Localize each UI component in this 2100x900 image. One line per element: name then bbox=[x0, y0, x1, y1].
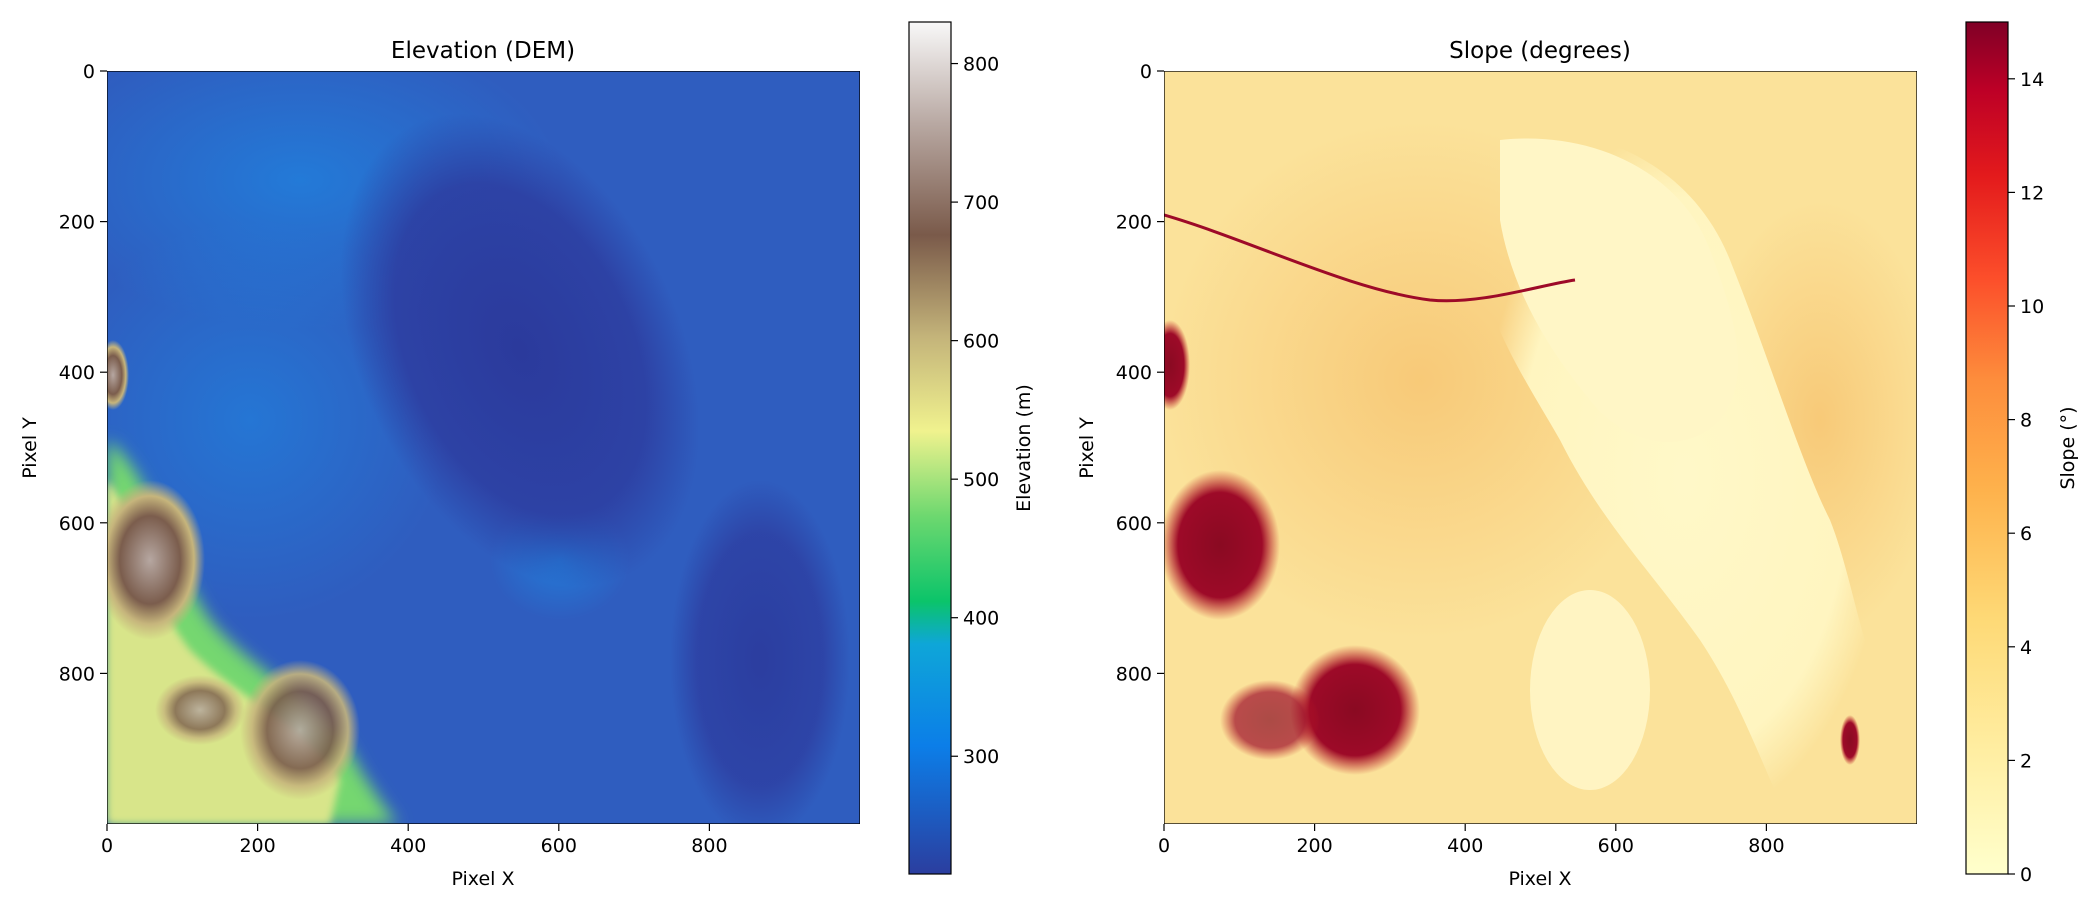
elevation-x-tick-label: 600 bbox=[541, 835, 577, 857]
slope-colorbar-label: Slope (°) bbox=[2057, 406, 2079, 489]
elevation-y-label: Pixel Y bbox=[19, 417, 41, 479]
slope-y-tick-label: 200 bbox=[1116, 212, 1152, 234]
elevation-y-tick-label: 400 bbox=[59, 362, 95, 384]
elevation-colorbar-tick-label: 300 bbox=[963, 746, 999, 768]
slope-x-tick-label: 0 bbox=[1158, 835, 1170, 857]
elevation-colorbar-tick-label: 400 bbox=[963, 608, 999, 630]
elevation-colorbar: 300 400 500 600 700 800 Elevation (m) bbox=[909, 22, 1035, 874]
slope-colorbar-tick-label: 0 bbox=[2020, 864, 2032, 886]
elevation-x-tick-label: 0 bbox=[101, 835, 113, 857]
elevation-y-tick-label: 200 bbox=[59, 212, 95, 234]
elevation-title: Elevation (DEM) bbox=[391, 38, 575, 64]
elevation-x-label: Pixel X bbox=[451, 868, 514, 890]
slope-x-tick-label: 600 bbox=[1598, 835, 1634, 857]
slope-colorbar-tick-label: 4 bbox=[2020, 637, 2032, 659]
elevation-y-tick-label: 600 bbox=[59, 513, 95, 535]
slope-x-tick-label: 800 bbox=[1748, 835, 1784, 857]
slope-colorbar-tick-label: 12 bbox=[2020, 182, 2044, 204]
slope-x-label: Pixel X bbox=[1508, 868, 1571, 890]
elevation-image bbox=[40, 30, 860, 840]
elevation-colorbar-tick-label: 800 bbox=[963, 54, 999, 76]
slope-y-tick-label: 800 bbox=[1116, 663, 1152, 685]
slope-title: Slope (degrees) bbox=[1449, 38, 1631, 64]
slope-y-label: Pixel Y bbox=[1076, 417, 1098, 479]
elevation-colorbar-label: Elevation (m) bbox=[1013, 384, 1035, 512]
slope-colorbar-gradient bbox=[1966, 22, 2008, 874]
slope-y-ticks: 0 200 400 600 800 bbox=[1116, 61, 1164, 685]
slope-y-tick-label: 600 bbox=[1116, 513, 1152, 535]
elevation-x-tick-label: 800 bbox=[691, 835, 727, 857]
elevation-y-tick-label: 800 bbox=[59, 663, 95, 685]
elevation-y-ticks: 0 200 400 600 800 bbox=[59, 61, 107, 685]
slope-colorbar: 0 2 4 6 8 10 12 14 Slope (°) bbox=[1966, 22, 2079, 886]
slope-colorbar-tick-label: 6 bbox=[2020, 523, 2032, 545]
elevation-colorbar-gradient bbox=[909, 22, 951, 874]
slope-x-tick-label: 400 bbox=[1447, 835, 1483, 857]
slope-x-ticks: 0 200 400 600 800 bbox=[1158, 824, 1785, 857]
elevation-colorbar-tick-label: 600 bbox=[963, 331, 999, 353]
slope-panel: Slope (degrees) 0 200 400 600 800 0200400600… bbox=[1076, 22, 2079, 890]
elevation-y-tick-label: 0 bbox=[83, 61, 95, 83]
elevation-x-ticks: 0 200 400 600 800 bbox=[101, 824, 728, 857]
elevation-colorbar-ticks: 300 400 500 600 700 800 bbox=[951, 54, 999, 769]
slope-image bbox=[1150, 71, 1940, 824]
slope-y-tick-label: 400 bbox=[1116, 362, 1152, 384]
slope-colorbar-tick-label: 8 bbox=[2020, 410, 2032, 432]
elevation-x-tick-label: 400 bbox=[390, 835, 426, 857]
elevation-x-tick-label: 200 bbox=[239, 835, 275, 857]
slope-x-tick-label: 200 bbox=[1296, 835, 1332, 857]
elevation-colorbar-tick-label: 500 bbox=[963, 469, 999, 491]
elevation-colorbar-tick-label: 700 bbox=[963, 192, 999, 214]
slope-colorbar-tick-label: 14 bbox=[2020, 69, 2044, 91]
slope-colorbar-tick-label: 10 bbox=[2020, 296, 2044, 318]
slope-y-tick-label: 0 bbox=[1140, 61, 1152, 83]
elevation-panel: Elevation (DEM) 0 200 400 600 800 0 200 400 600… bbox=[19, 22, 1035, 890]
slope-colorbar-ticks: 0 2 4 6 8 10 12 14 bbox=[2008, 69, 2044, 886]
slope-colorbar-tick-label: 2 bbox=[2020, 750, 2032, 772]
